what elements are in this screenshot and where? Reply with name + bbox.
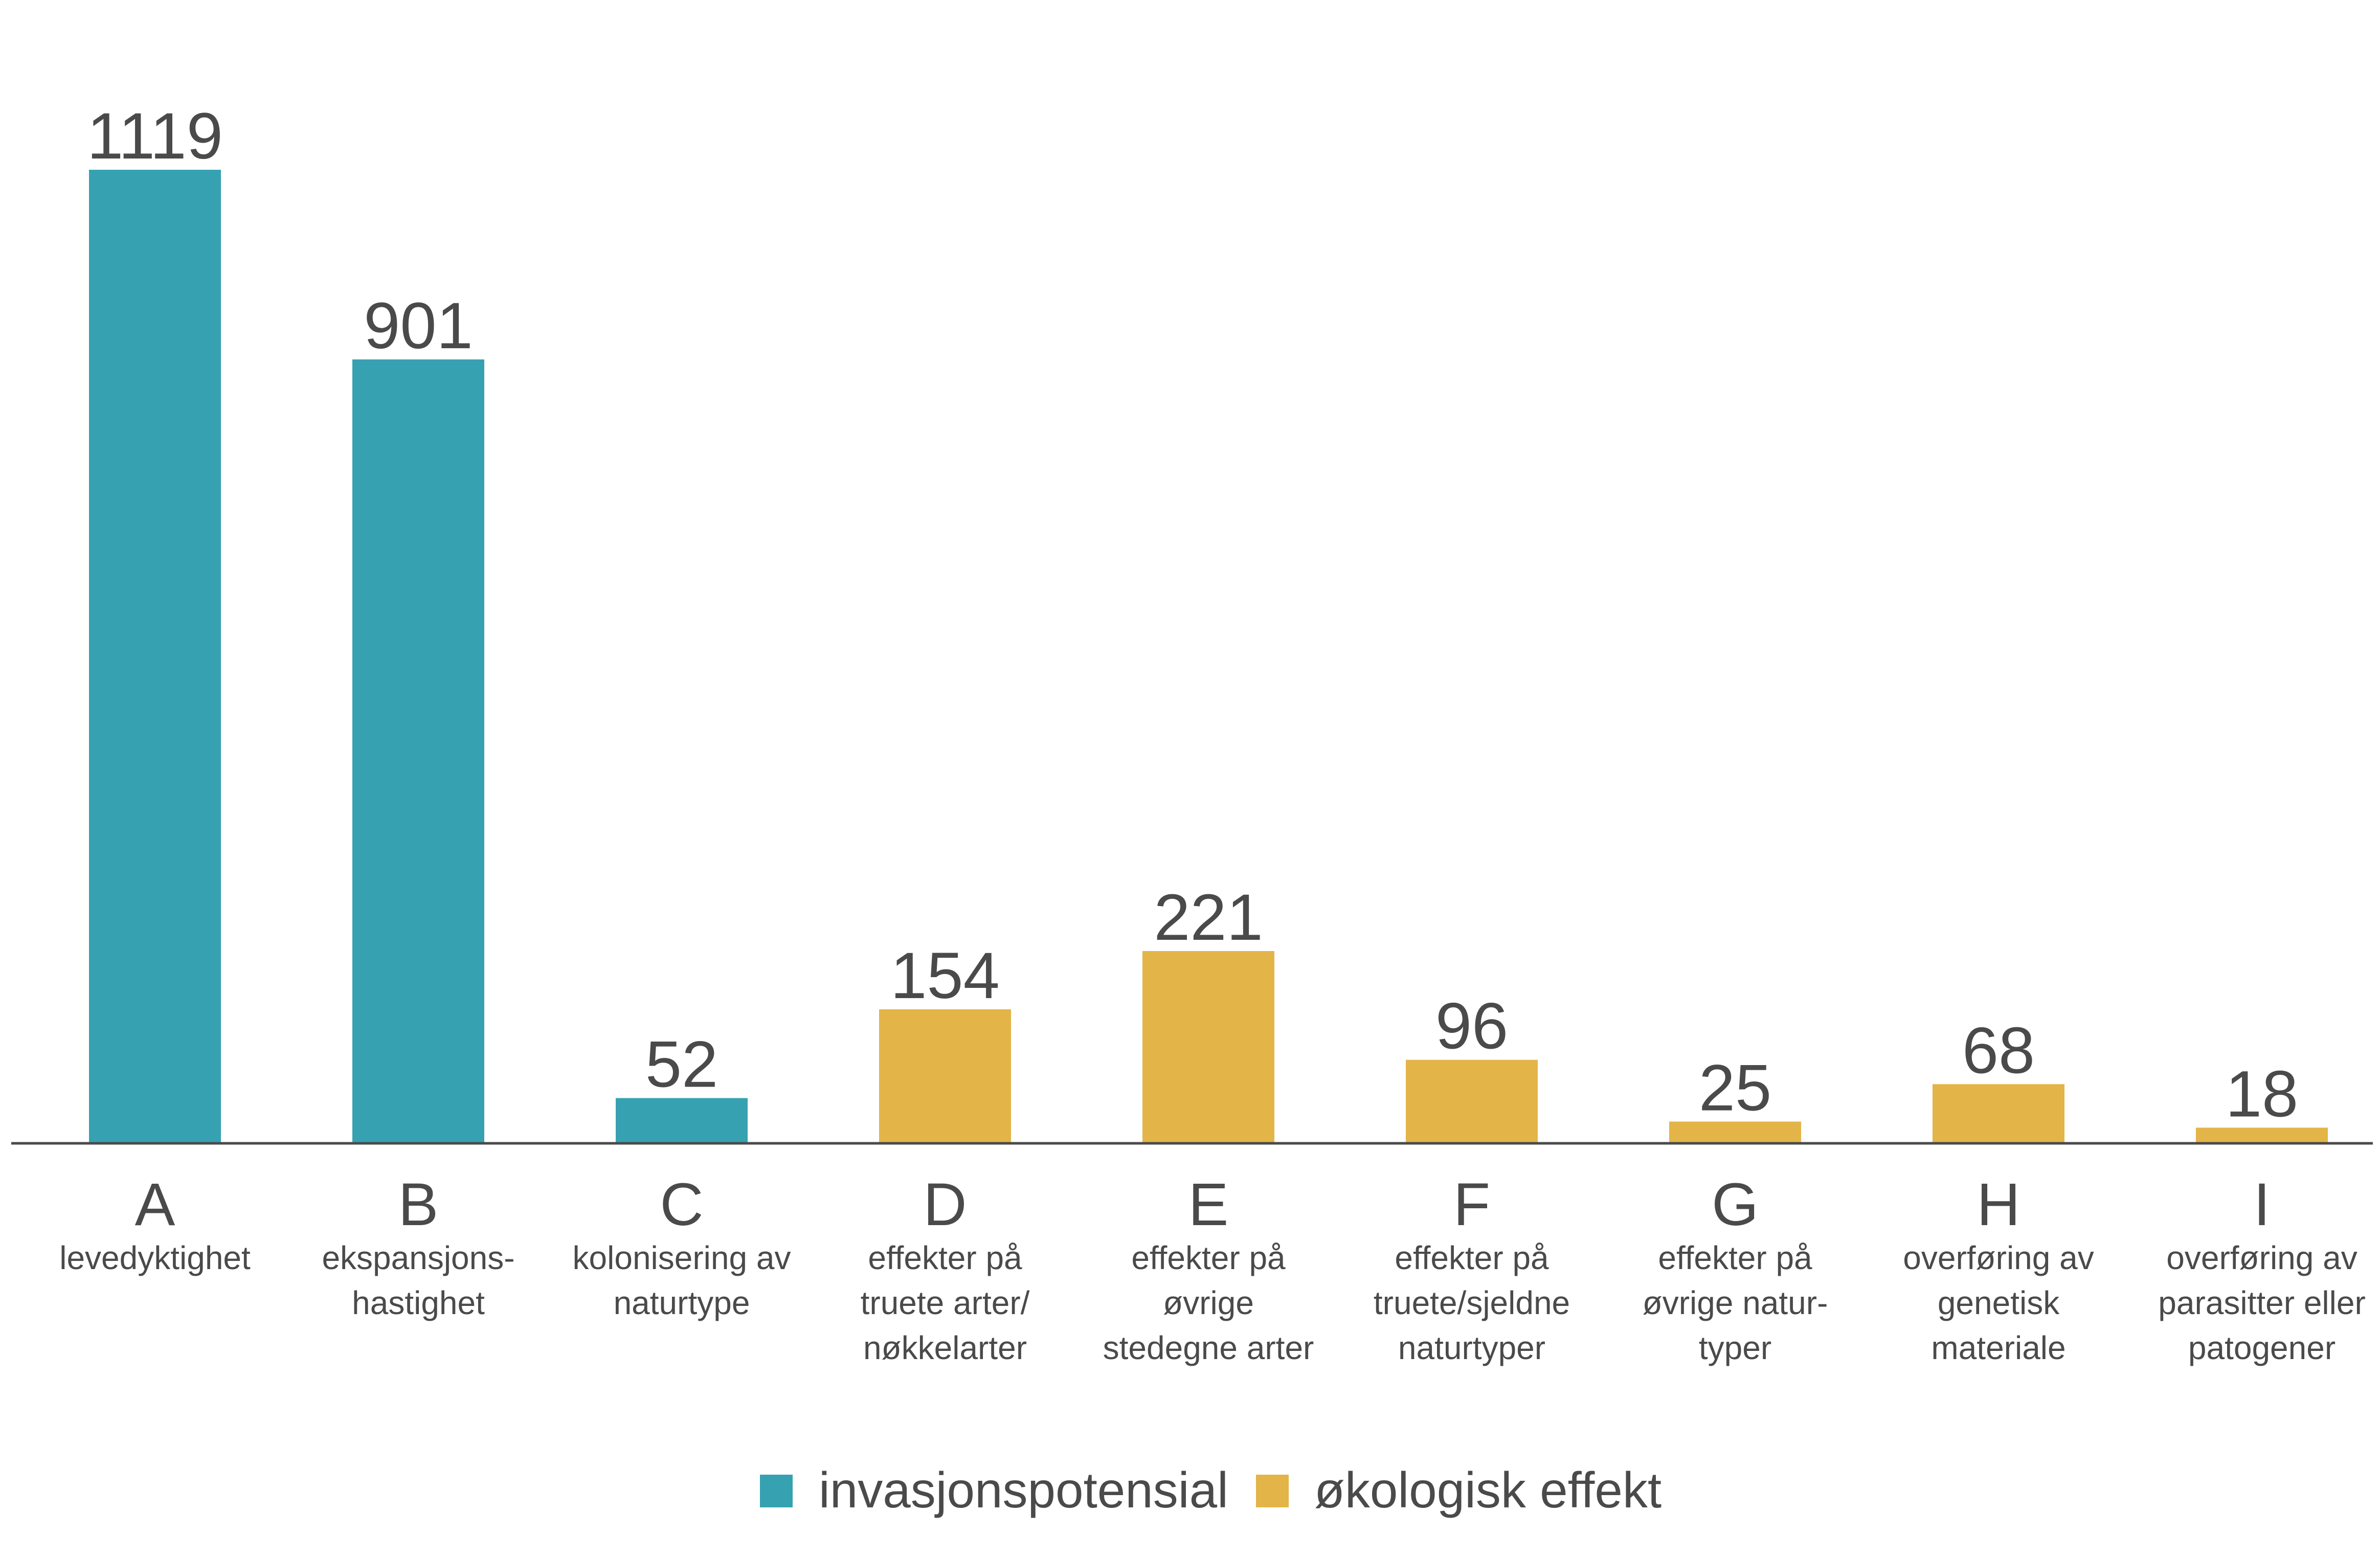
category-description-d: truete arter/ [861, 1284, 1030, 1321]
category-letter-e: E [1188, 1171, 1229, 1238]
value-label-e: 221 [1154, 881, 1263, 954]
legend-label-okologisk-effekt: økologisk effekt [1314, 1462, 1661, 1518]
category-letter-b: B [398, 1171, 439, 1238]
category-description-c: naturtype [614, 1284, 750, 1321]
category-description-g: øvrige natur- [1643, 1284, 1828, 1321]
category-description-e: effekter på [1131, 1239, 1286, 1276]
category-letter-d: D [923, 1171, 967, 1238]
legend-label-invasjonspotensial: invasjonspotensial [819, 1462, 1228, 1518]
value-labels-group: 1119 901 52 154 221 96 25 68 18 [87, 100, 2298, 1131]
value-label-h: 68 [1962, 1014, 2035, 1087]
bar-b [352, 359, 484, 1143]
category-description-h: materiale [1931, 1329, 2065, 1366]
value-label-g: 25 [1699, 1052, 1771, 1125]
category-description-g: typer [1699, 1329, 1771, 1366]
value-label-b: 901 [364, 289, 473, 363]
category-description-e: stedegne arter [1103, 1329, 1314, 1366]
bar-c [616, 1098, 748, 1143]
value-label-d: 154 [890, 939, 1000, 1012]
category-letter-g: G [1712, 1171, 1759, 1238]
bar-d [879, 1009, 1011, 1143]
category-description-b: ekspansjons- [322, 1239, 514, 1276]
category-description-a: levedyktighet [59, 1239, 251, 1276]
bar-i [2196, 1127, 2328, 1143]
bar-e [1142, 951, 1274, 1143]
value-label-i: 18 [2226, 1057, 2298, 1131]
category-letter-c: C [660, 1171, 703, 1238]
category-description-g: effekter på [1658, 1239, 1812, 1276]
legend: invasjonspotensial økologisk effekt [760, 1462, 1661, 1518]
value-label-f: 96 [1435, 990, 1508, 1063]
bar-f [1406, 1059, 1538, 1143]
category-letter-i: I [2254, 1171, 2271, 1238]
category-description-i: parasitter eller [2158, 1284, 2366, 1321]
category-description-h: genetisk [1938, 1284, 2060, 1321]
category-description-h: overføring av [1903, 1239, 2094, 1276]
value-label-c: 52 [645, 1028, 718, 1101]
category-description-f: truete/sjeldne [1374, 1284, 1570, 1321]
category-letter-f: F [1453, 1171, 1490, 1238]
category-description-c: kolonisering av [573, 1239, 791, 1276]
category-description-d: effekter på [868, 1239, 1022, 1276]
legend-swatch-okologisk-effekt [1256, 1475, 1289, 1507]
bars-group [89, 170, 2328, 1143]
bar-g [1669, 1121, 1801, 1143]
value-label-a: 1119 [87, 100, 223, 173]
bar-a [89, 170, 221, 1143]
category-description-b: hastighet [352, 1284, 485, 1321]
category-letter-h: H [1977, 1171, 2020, 1238]
category-description-e: øvrige [1163, 1284, 1254, 1321]
category-description-f: effekter på [1395, 1239, 1549, 1276]
category-description-i: overføring av [2166, 1239, 2357, 1276]
category-description-i: patogener [2188, 1329, 2336, 1366]
bar-h [1933, 1084, 2064, 1143]
category-description-f: naturtyper [1398, 1329, 1545, 1366]
category-description-d: nøkkelarter [863, 1329, 1027, 1366]
legend-swatch-invasjonspotensial [760, 1475, 793, 1507]
category-letter-a: A [135, 1171, 175, 1238]
